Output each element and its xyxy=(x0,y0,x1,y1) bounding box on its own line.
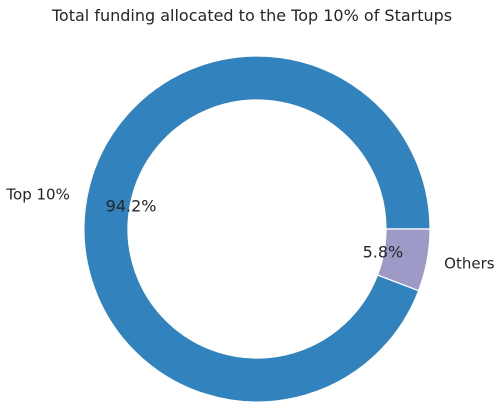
slice-pct-top-10-pct: 94.2% xyxy=(106,196,157,215)
slice-label-top-10-pct: Top 10% xyxy=(5,186,69,204)
slice-pct-others: 5.8% xyxy=(363,243,404,262)
slice-others xyxy=(376,228,431,292)
donut-slices xyxy=(83,55,431,403)
chart-title: Total funding allocated to the Top 10% o… xyxy=(51,6,452,25)
slice-label-others: Others xyxy=(444,254,495,272)
slice-labels: Top 10% 94.2% Others 5.8% xyxy=(5,186,494,273)
slice-top-10-pct xyxy=(83,55,431,403)
